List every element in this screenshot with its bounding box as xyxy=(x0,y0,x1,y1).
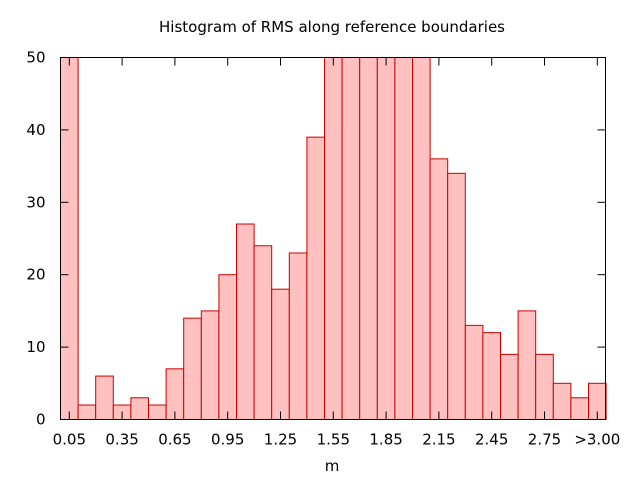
bar-26 xyxy=(517,310,537,420)
bar-28 xyxy=(552,382,572,420)
x-tick-label-8: 2.45 xyxy=(475,431,508,449)
x-tick-label-1: 0.35 xyxy=(105,431,138,449)
bar-12 xyxy=(271,288,290,420)
x-tick-label-7: 2.15 xyxy=(422,431,455,449)
x-axis-label: m xyxy=(325,457,340,475)
bar-15 xyxy=(324,57,343,420)
x-tick-label-5: 1.55 xyxy=(317,431,350,449)
bar-11 xyxy=(253,245,273,420)
y-axis: 0 10 20 30 40 50 xyxy=(26,49,606,429)
x-tick-label-0: 0.05 xyxy=(53,431,86,449)
bar-22 xyxy=(447,172,466,420)
bar-7 xyxy=(183,317,202,421)
bar-23 xyxy=(464,324,484,421)
bar-1 xyxy=(77,404,97,420)
bar-19 xyxy=(394,57,413,420)
bar-8 xyxy=(200,310,220,420)
bar-29 xyxy=(570,397,590,420)
bar-27 xyxy=(535,353,554,420)
bar-5 xyxy=(148,404,167,420)
bar-25 xyxy=(500,353,519,420)
x-tick-label-2: 0.65 xyxy=(158,431,191,449)
y-tick-label-5: 50 xyxy=(26,49,45,67)
x-tick-label-10: >3.00 xyxy=(574,431,620,449)
y-tick-label-4: 40 xyxy=(26,121,45,139)
bar-9 xyxy=(218,274,237,421)
bar-17 xyxy=(359,57,378,420)
bar-4 xyxy=(130,397,149,420)
y-tick-label-1: 10 xyxy=(26,338,45,356)
x-tick-label-3: 0.95 xyxy=(211,431,244,449)
bar-20 xyxy=(412,57,431,420)
x-tick-label-4: 1.25 xyxy=(264,431,297,449)
x-tick-label-6: 1.85 xyxy=(369,431,402,449)
x-tick-label-9: 2.75 xyxy=(528,431,561,449)
x-axis: 0.05 0.35 0.65 0.95 1.25 1.55 1.85 2.15 2.45 2.75… xyxy=(53,57,620,449)
y-tick-label-2: 20 xyxy=(26,266,45,284)
y-tick-label-0: 0 xyxy=(36,411,46,429)
bar-16 xyxy=(341,57,361,420)
chart-title: Histogram of RMS along reference boundar… xyxy=(159,18,505,36)
bar-0 xyxy=(60,57,79,420)
bar-14 xyxy=(306,136,325,420)
bar-24 xyxy=(482,332,501,420)
bar-21 xyxy=(429,158,449,421)
y-tick-label-3: 30 xyxy=(26,193,45,211)
bar-18 xyxy=(376,57,396,420)
bars-group xyxy=(60,57,607,421)
bar-2 xyxy=(95,375,114,420)
bar-10 xyxy=(236,223,255,420)
plot-frame xyxy=(60,57,606,420)
bar-13 xyxy=(288,252,308,420)
